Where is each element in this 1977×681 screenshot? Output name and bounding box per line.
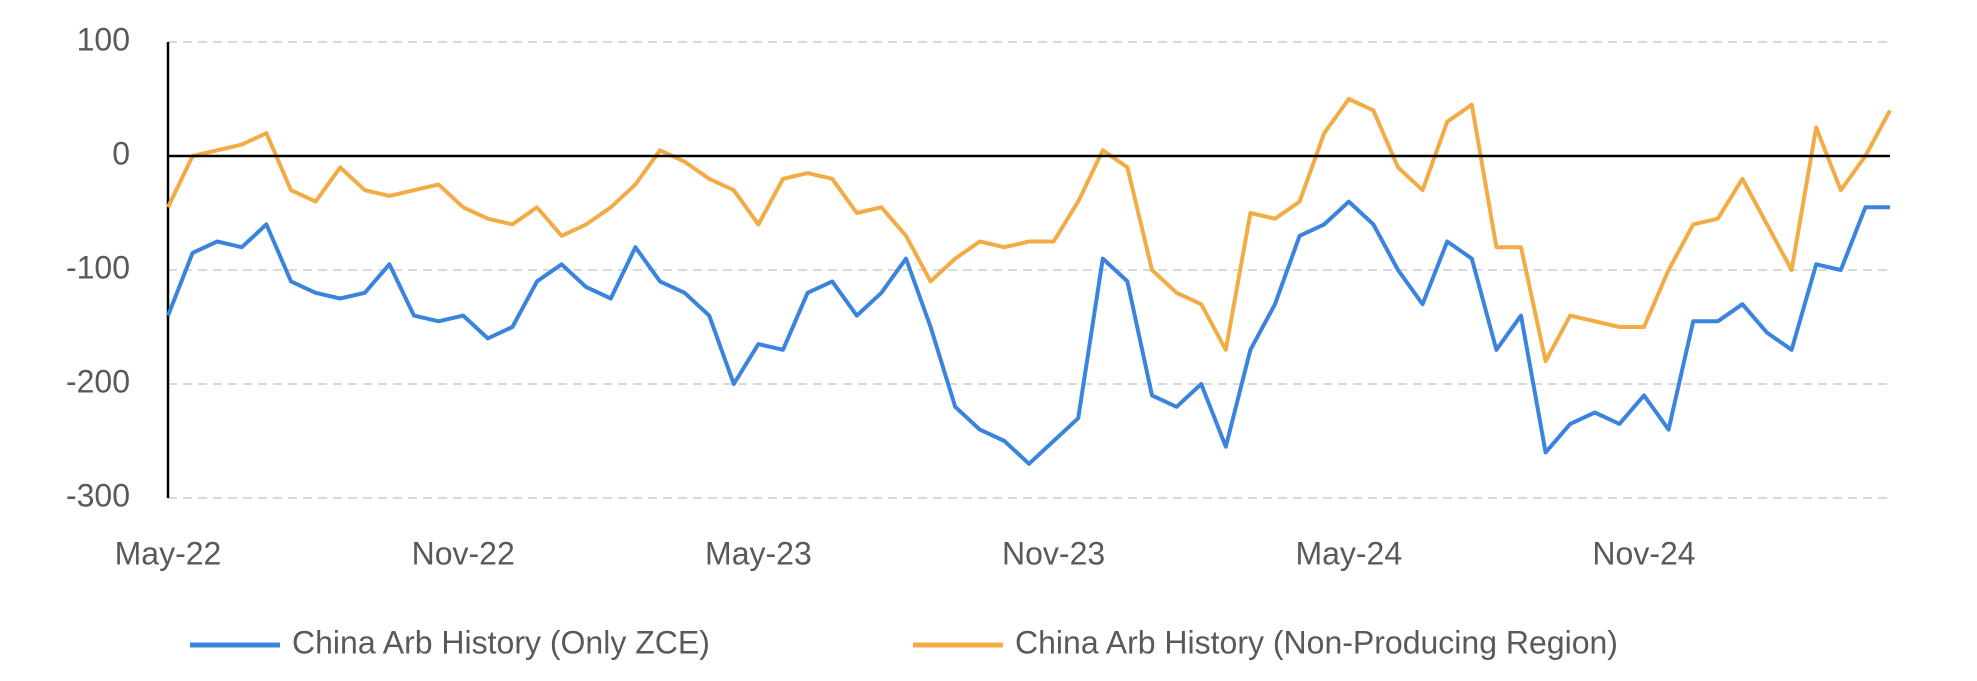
legend-label: China Arb History (Only ZCE) bbox=[292, 624, 710, 660]
y-tick-label: 0 bbox=[112, 135, 130, 171]
x-tick-label: May-24 bbox=[1295, 535, 1402, 571]
x-tick-label: Nov-23 bbox=[1002, 535, 1105, 571]
x-tick-label: May-22 bbox=[115, 535, 222, 571]
y-tick-label: 100 bbox=[77, 21, 130, 57]
series-line bbox=[166, 199, 1890, 466]
x-tick-label: Nov-22 bbox=[412, 535, 515, 571]
y-tick-label: -200 bbox=[66, 363, 130, 399]
y-tick-label: -300 bbox=[66, 477, 130, 513]
legend-label: China Arb History (Non-Producing Region) bbox=[1015, 624, 1618, 660]
x-tick-label: Nov-24 bbox=[1592, 535, 1695, 571]
series-line bbox=[166, 97, 1892, 364]
y-tick-label: -100 bbox=[66, 249, 130, 285]
x-tick-label: May-23 bbox=[705, 535, 812, 571]
